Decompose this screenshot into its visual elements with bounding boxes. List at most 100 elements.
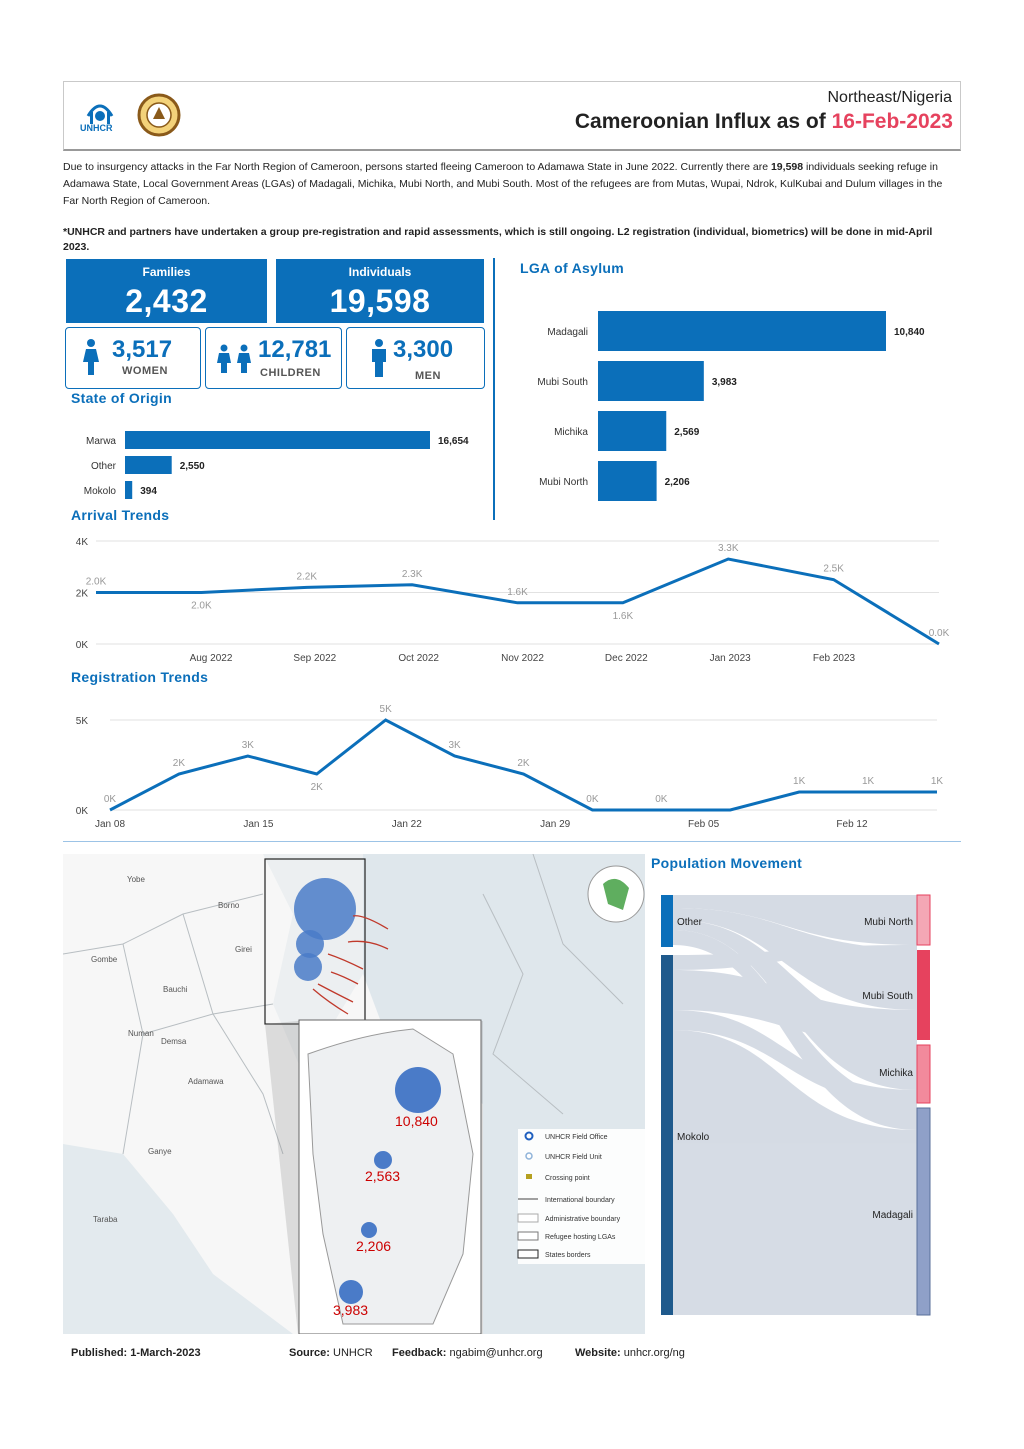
bar-category-label: Michika — [554, 427, 588, 438]
unhcr-logo-icon — [86, 104, 114, 124]
data-label: 0K — [586, 794, 599, 805]
y-tick-label: 2K — [76, 589, 89, 600]
x-tick-label: Jan 08 — [95, 819, 125, 830]
data-label: 1K — [931, 776, 944, 787]
field-unit-icon — [525, 1152, 533, 1160]
footer-website: Website: unhcr.org/ng — [575, 1347, 685, 1359]
children-card: 12,781 CHILDREN — [205, 327, 342, 389]
bar-value-label: 2,550 — [180, 461, 205, 472]
sankey-node-mubi-north — [916, 894, 931, 946]
legend-label: Refugee hosting LGAs — [545, 1234, 616, 1241]
intro-paragraph: Due to insurgency attacks in the Far Nor… — [63, 161, 943, 207]
sankey-label-mokolo: Mokolo — [677, 1132, 710, 1143]
inset-label-0: 10,840 — [395, 1113, 438, 1129]
admin-boundaries — [63, 854, 624, 1155]
data-label: 2K — [173, 758, 186, 769]
inset-mubi-north-bubble — [361, 1222, 377, 1238]
svg-text:Girei: Girei — [235, 945, 252, 954]
sankey-label-mubi-north: Mubi North — [864, 917, 913, 928]
men-card: 3,300 MEN — [346, 327, 485, 389]
families-label: Families — [142, 265, 191, 279]
data-label: 1K — [862, 776, 875, 787]
individuals-label: Individuals — [348, 265, 412, 279]
bar — [598, 311, 886, 351]
sankey-label-michika: Michika — [879, 1068, 913, 1079]
inset-michika-bubble — [374, 1151, 392, 1169]
bar-value-label: 3,983 — [712, 377, 737, 388]
woman-icon — [83, 339, 99, 375]
x-tick-label: Feb 12 — [836, 819, 868, 830]
children-icon — [217, 344, 251, 373]
sankey-node-mubi-south — [917, 950, 930, 1040]
unhcr-logo-text: UNHCR — [80, 123, 113, 133]
madagali-bubble — [294, 878, 356, 940]
bar — [125, 456, 172, 474]
state-of-origin-title: State of Origin — [71, 390, 172, 406]
bar — [598, 361, 704, 401]
bar — [598, 461, 657, 501]
sankey-links — [673, 895, 917, 1315]
inset-value-labels: 10,840 2,563 2,206 3,983 — [333, 1113, 438, 1318]
y-tick-label: 4K — [76, 537, 89, 548]
sankey-node-other — [661, 895, 673, 947]
data-label: 3.3K — [718, 543, 739, 554]
state-of-origin-chart: Marwa 16,654 Other 2,550 Mokolo 394 — [84, 431, 469, 499]
y-tick-label: 5K — [76, 716, 89, 727]
svg-text:Adamawa: Adamawa — [188, 1077, 224, 1086]
series-line — [96, 557, 940, 646]
title-date: 16-Feb-2023 — [831, 110, 953, 133]
inset-label-1: 2,563 — [365, 1168, 400, 1184]
women-label: WOMEN — [122, 365, 168, 377]
registration-trends-title: Registration Trends — [71, 669, 209, 685]
men-value: 3,300 — [393, 336, 454, 363]
map-labels: Yobe Borno Gombe Bauchi Adamawa Taraba G… — [91, 875, 252, 1224]
michika-bubble — [296, 930, 324, 958]
children-value: 12,781 — [258, 336, 332, 363]
bar — [125, 481, 133, 499]
bar-category-label: Other — [91, 461, 117, 472]
bar-value-label: 394 — [140, 486, 157, 497]
bar-category-label: Mubi North — [539, 477, 588, 488]
svg-text:Yobe: Yobe — [127, 875, 146, 884]
data-label: 2.2K — [296, 571, 317, 582]
svg-text:Numan: Numan — [128, 1029, 154, 1038]
bar-value-label: 10,840 — [894, 327, 925, 338]
series-line — [109, 718, 937, 812]
legend-label: International boundary — [545, 1197, 615, 1204]
individuals-value: 19,598 — [329, 283, 431, 319]
hosting-lga-icon — [517, 1231, 539, 1241]
inset-label-3: 3,983 — [333, 1302, 368, 1318]
individuals-card: Individuals 19,598 — [276, 259, 484, 323]
influx-arrows — [312, 915, 389, 1015]
mubi-north-bubble — [294, 953, 322, 981]
svg-text:Gombe: Gombe — [91, 955, 118, 964]
children-label: CHILDREN — [260, 367, 321, 379]
registration-note: *UNHCR and partners have undertaken a gr… — [63, 226, 933, 253]
population-movement-sankey: Other Mokolo Mubi North Mubi South Michi… — [661, 894, 931, 1316]
lga-of-asylum-chart: Madagali 10,840 Mubi South 3,983 Michika 2,56… — [537, 311, 925, 501]
legend-label: States borders — [545, 1252, 591, 1259]
legend-label: UNHCR Field Office — [545, 1134, 608, 1141]
sankey-node-mokolo — [661, 955, 673, 1315]
sankey-label-mubi-south: Mubi South — [862, 991, 913, 1002]
data-label: 2K — [311, 782, 324, 793]
women-value: 3,517 — [112, 336, 173, 363]
sankey-label-other: Other — [677, 917, 703, 928]
families-value: 2,432 — [125, 283, 208, 319]
footer-published: Published: 1-March-2023 — [71, 1347, 201, 1359]
sankey-label-madagali: Madagali — [872, 1210, 913, 1221]
bar-category-label: Madagali — [547, 327, 588, 338]
svg-text:Bauchi: Bauchi — [163, 985, 188, 994]
bar-value-label: 2,569 — [674, 427, 699, 438]
data-label: 3K — [448, 740, 461, 751]
x-tick-label: Sep 2022 — [293, 653, 336, 664]
map-divider — [63, 841, 961, 842]
x-tick-label: Oct 2022 — [398, 653, 439, 664]
families-card: Families 2,432 — [66, 259, 267, 323]
svg-text:Demsa: Demsa — [161, 1037, 187, 1046]
sankey-node-michika — [916, 1044, 931, 1104]
data-label: 1.6K — [507, 587, 528, 598]
data-label: 0K — [104, 794, 117, 805]
y-tick-label: 0K — [76, 640, 89, 651]
population-movement-title: Population Movement — [651, 855, 803, 871]
